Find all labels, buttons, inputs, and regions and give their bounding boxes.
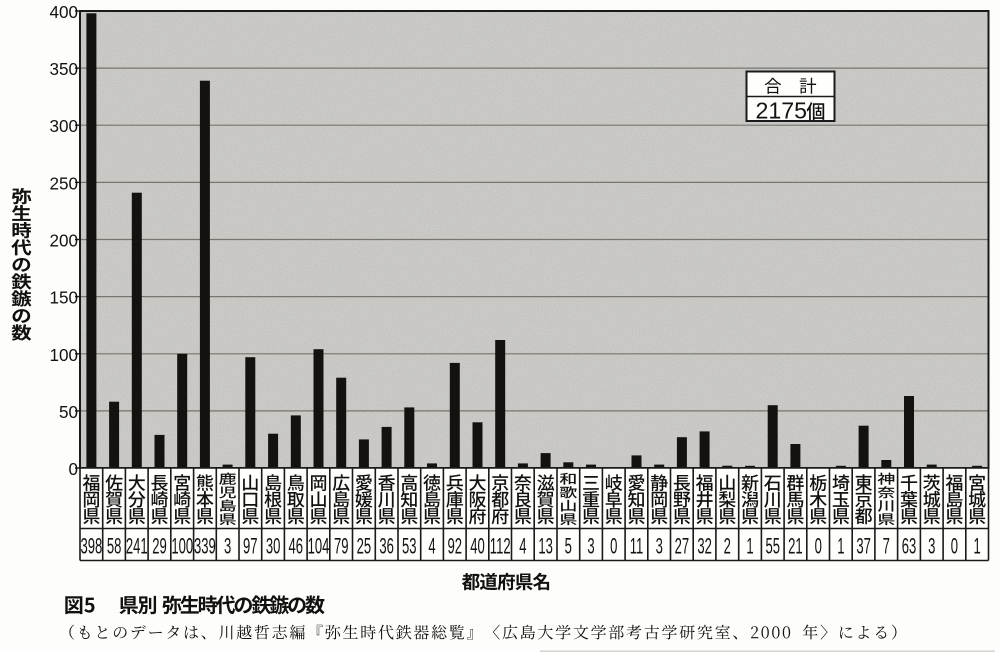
svg-text:37: 37: [856, 533, 871, 559]
svg-text:25: 25: [357, 533, 372, 559]
svg-text:63: 63: [902, 533, 917, 559]
svg-text:0: 0: [815, 533, 822, 559]
svg-text:200: 200: [49, 230, 78, 251]
svg-text:50: 50: [59, 401, 78, 422]
svg-text:3: 3: [224, 533, 231, 559]
svg-text:0: 0: [68, 459, 78, 480]
svg-text:1: 1: [837, 533, 844, 559]
svg-text:3: 3: [587, 533, 594, 559]
svg-text:398: 398: [81, 533, 103, 559]
svg-text:7: 7: [883, 533, 890, 559]
svg-text:100: 100: [171, 533, 193, 559]
svg-text:36: 36: [379, 533, 394, 559]
svg-text:21: 21: [788, 533, 803, 559]
svg-text:29: 29: [152, 533, 167, 559]
svg-text:58: 58: [107, 533, 122, 559]
svg-text:4: 4: [519, 533, 526, 559]
svg-text:53: 53: [402, 533, 417, 559]
svg-text:1: 1: [973, 533, 980, 559]
svg-text:40: 40: [470, 533, 485, 559]
svg-text:100: 100: [49, 344, 78, 365]
svg-text:3: 3: [928, 533, 935, 559]
svg-text:400: 400: [49, 2, 78, 23]
svg-text:92: 92: [448, 533, 463, 559]
svg-text:339: 339: [194, 533, 216, 559]
svg-text:0: 0: [610, 533, 617, 559]
svg-text:112: 112: [490, 533, 511, 559]
svg-text:30: 30: [266, 533, 281, 559]
svg-text:32: 32: [697, 533, 712, 559]
svg-text:241: 241: [126, 533, 148, 559]
svg-text:46: 46: [289, 533, 304, 559]
svg-text:1: 1: [746, 533, 753, 559]
svg-text:2: 2: [724, 533, 731, 559]
svg-text:27: 27: [675, 533, 690, 559]
svg-text:11: 11: [630, 533, 644, 559]
svg-text:2175: 2175: [756, 97, 808, 123]
svg-text:150: 150: [49, 287, 78, 308]
svg-text:3: 3: [656, 533, 663, 559]
svg-text:55: 55: [765, 533, 780, 559]
svg-text:300: 300: [49, 116, 78, 137]
svg-text:97: 97: [243, 533, 258, 559]
svg-text:5: 5: [565, 533, 572, 559]
svg-text:13: 13: [538, 533, 553, 559]
svg-text:250: 250: [49, 173, 78, 194]
svg-text:350: 350: [49, 59, 78, 80]
svg-text:4: 4: [428, 533, 435, 559]
svg-text:104: 104: [308, 533, 330, 559]
svg-text:0: 0: [951, 533, 958, 559]
svg-text:79: 79: [334, 533, 349, 559]
